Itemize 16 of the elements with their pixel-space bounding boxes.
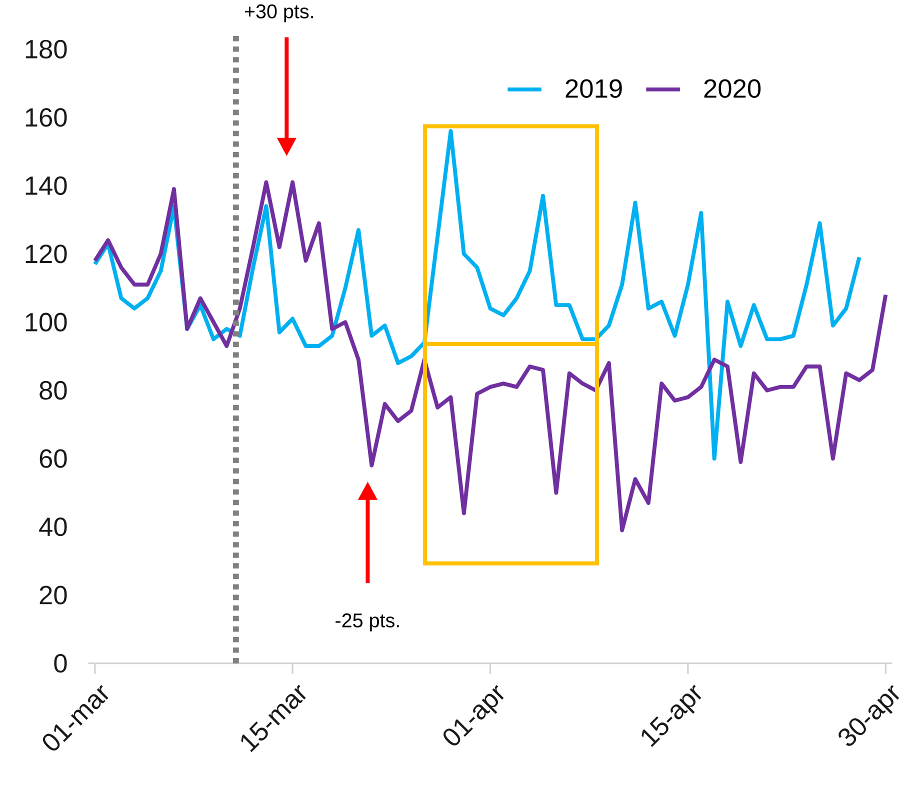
line-series [92, 180, 888, 532]
y-tick-label: 60 [40, 449, 67, 468]
legend-label: 2019 [566, 79, 622, 98]
y-tick-label: 160 [26, 108, 67, 127]
legend-label: 2020 [704, 79, 761, 98]
annotation: -25 pts. [336, 613, 399, 632]
y-tick-label: 120 [26, 244, 67, 264]
y-tick-label: 180 [26, 40, 67, 58]
line-series [92, 128, 862, 460]
y-tick-label: 20 [40, 586, 67, 604]
y-tick-label: 40 [39, 517, 67, 536]
y-tick-label: 0 [54, 654, 67, 673]
text: +30 pts. [244, 4, 314, 22]
y-tick-label: 140 [26, 176, 67, 195]
y-tick-label: 80 [40, 380, 67, 400]
y-tick-label: 100 [26, 312, 67, 332]
